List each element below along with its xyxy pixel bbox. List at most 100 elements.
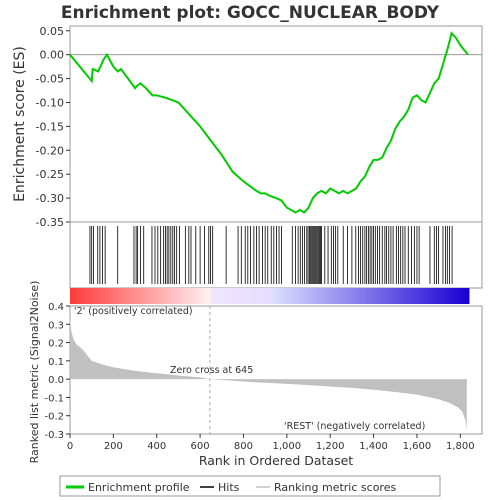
ranked-bar-segment [399, 288, 403, 304]
ranked-bar-segment [137, 288, 140, 304]
ranked-bar-segment [80, 288, 84, 304]
ranked-bar-segment [215, 288, 218, 304]
ranked-bar-segment [460, 288, 463, 304]
ranked-bar-segment [76, 288, 80, 304]
ranked-bar-segment [226, 288, 229, 304]
ranked-bar-segment [419, 288, 422, 304]
ranked-bar-segment [128, 288, 132, 304]
ranked-bar-segment [126, 288, 130, 304]
ranked-bar-segment [354, 288, 357, 304]
ranked-bar-segment [236, 288, 240, 304]
ranked-bar-segment [282, 288, 286, 304]
ranked-bar-segment [336, 288, 340, 304]
ranked-bar-segment [174, 288, 177, 304]
hits-area [69, 221, 483, 289]
ranked-bar-segment [367, 288, 370, 304]
ranked-bar-segment [273, 288, 277, 304]
ranked-bar-segment [106, 288, 110, 304]
ranked-bar-segment [167, 288, 171, 304]
ranked-bar-segment [158, 288, 162, 304]
metric-x-tick-label: 0 [67, 441, 73, 452]
ranked-bar-segment [243, 288, 247, 304]
es-y-tick-label: -0.15 [36, 120, 64, 133]
ranked-bar-segment [397, 288, 401, 304]
chart-title: Enrichment plot: GOCC_NUCLEAR_BODY [61, 3, 440, 23]
ranked-bar-segment [388, 288, 392, 304]
ranked-bar-segment [317, 288, 320, 304]
ranked-bar-segment [256, 288, 260, 304]
ranked-bar-segment [464, 288, 468, 304]
ranked-bar-segment [421, 288, 424, 304]
ranked-bar-segment [436, 288, 440, 304]
ranked-bar-segment [349, 288, 353, 304]
metric-y-axis: 0.4 0.3 0.2 0.1 0.0 -0.1 -0.2 -0.3 [44, 302, 70, 441]
legend-box [59, 475, 441, 497]
ranked-bar-segment [343, 288, 346, 304]
ranked-bar-segment [245, 288, 249, 304]
ranked-bar-segment [408, 288, 411, 304]
ranked-bar-segment [434, 288, 437, 304]
enrichment-plot-area [69, 25, 483, 223]
ranked-bar-segment [364, 288, 368, 304]
ranked-bar-segment [386, 288, 390, 304]
ranked-bar-segment [148, 288, 151, 304]
ranked-bar-segment [109, 288, 112, 304]
ranked-bar-segment [377, 288, 381, 304]
ranked-bar-segment [297, 288, 301, 304]
ranked-bar-segment [438, 288, 442, 304]
ranked-bar-segment [247, 288, 251, 304]
es-y-tick-label: -0.05 [36, 73, 64, 86]
metric-y-tick-label: 0.1 [48, 357, 64, 368]
ranked-bar-segment [375, 288, 379, 304]
ranked-bar-segment [280, 288, 284, 304]
legend-metric-label: Ranking metric scores [274, 481, 396, 494]
metric-y-tick-label: -0.1 [44, 393, 64, 404]
ranked-bar-segment [360, 288, 364, 304]
ranked-bar-segment [93, 288, 97, 304]
ranked-bar-segment [115, 288, 119, 304]
enrichment-panel: 0.05 0.00 -0.05 -0.10 -0.15 -0.20 -0.25 -0.30 -0… [12, 25, 483, 229]
ranked-bar-segment [416, 288, 420, 304]
ranked-bar-segment [180, 288, 184, 304]
ranked-bar-segment [406, 288, 409, 304]
zero-cross-label: Zero cross at 645 [170, 365, 253, 376]
metric-y-tick-label: 0.2 [48, 339, 64, 350]
metric-x-tick-label: 1,200 [316, 441, 345, 452]
ranked-bar-segment [265, 288, 268, 304]
ranked-bar-segment [111, 288, 114, 304]
ranked-bar-segment [152, 288, 156, 304]
ranked-bar-segment [210, 288, 214, 304]
metric-y-tick-label: 0.0 [48, 375, 64, 386]
ranked-bar-segment [401, 288, 405, 304]
metric-y-tick-label: -0.3 [44, 430, 64, 441]
ranked-bar-segment [286, 288, 290, 304]
metric-x-tick-label: 1,000 [273, 441, 302, 452]
metric-x-tick-label: 400 [147, 441, 166, 452]
negative-correlation-label: 'REST' (negatively correlated) [284, 421, 425, 432]
ranked-bar-segment [295, 288, 299, 304]
ranked-bar-segment [306, 288, 310, 304]
ranked-bar-segment [91, 288, 95, 304]
ranked-bar-segment [362, 288, 366, 304]
ranked-bar-segment [74, 288, 78, 304]
ranked-bar-segment [119, 288, 123, 304]
ranked-bar-segment [230, 288, 234, 304]
ranked-bar-segment [345, 288, 349, 304]
es-y-tick-label: -0.30 [36, 192, 64, 205]
ranked-bar-segment [380, 288, 383, 304]
ranked-bar-segment [232, 288, 236, 304]
ranked-color-bar [70, 288, 470, 304]
ranked-bar-segment [414, 288, 418, 304]
ranked-bar-segment [310, 288, 314, 304]
ranked-bar-segment [445, 288, 448, 304]
ranked-bar-segment [315, 288, 318, 304]
ranked-bar-segment [96, 288, 99, 304]
ranked-bar-segment [291, 288, 294, 304]
metric-x-tick-label: 1,400 [359, 441, 388, 452]
metric-x-tick-label: 1,600 [403, 441, 432, 452]
metric-y-tick-label: 0.3 [48, 320, 64, 331]
hit-markers [89, 226, 453, 284]
ranked-bar-segment [371, 288, 375, 304]
ranked-bar-segment [113, 288, 117, 304]
